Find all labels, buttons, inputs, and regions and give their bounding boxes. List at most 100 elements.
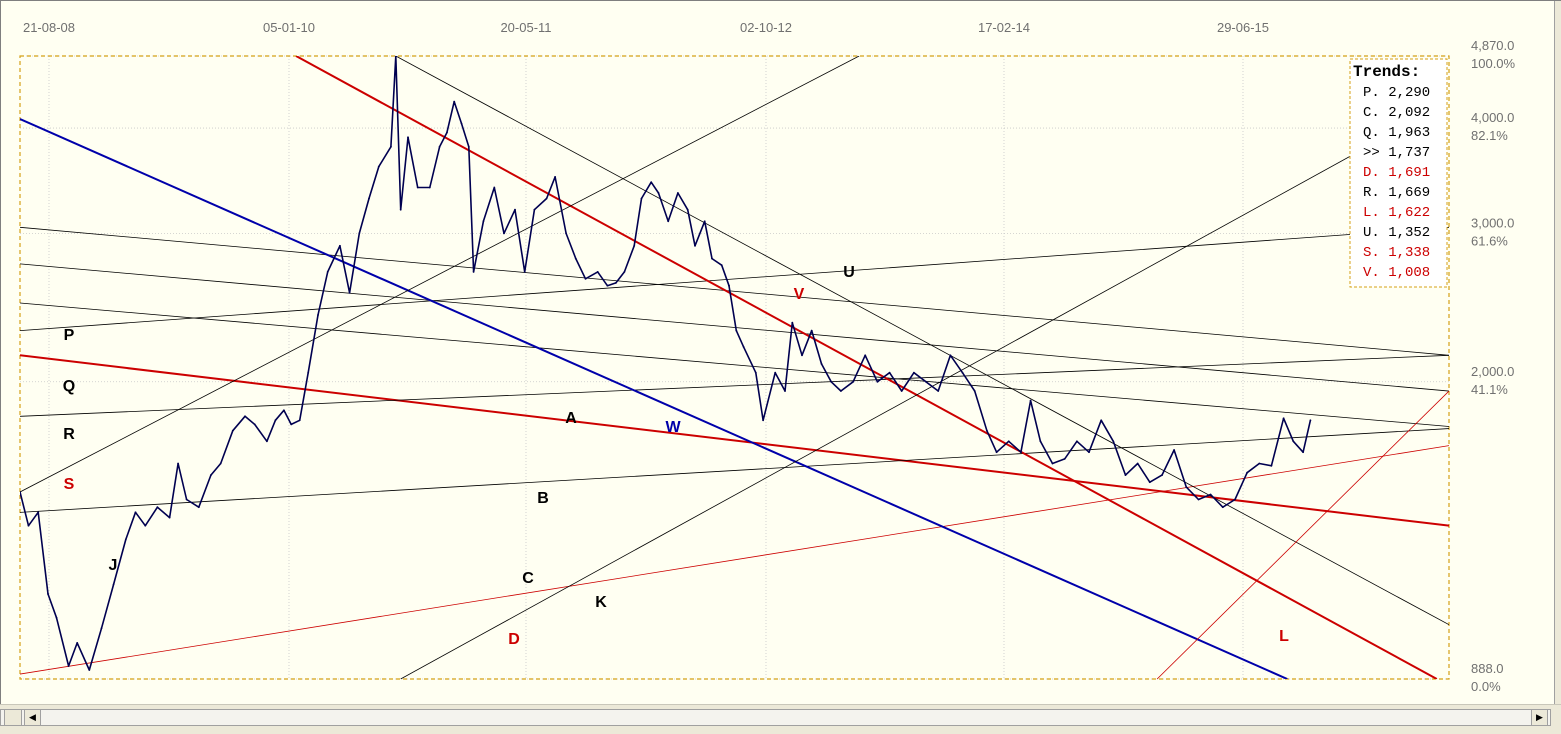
trend-line-p xyxy=(20,226,1449,356)
right-arrow-icon[interactable]: ▶ xyxy=(1531,709,1548,726)
price-point xyxy=(482,220,485,223)
price-point xyxy=(290,423,293,426)
x-axis-ticks: 21-08-08 05-01-10 20-05-11 02-10-12 17-02-14… xyxy=(23,20,1269,35)
price-point xyxy=(1209,493,1212,496)
trend-label-w: W xyxy=(665,419,681,436)
trend-line-l xyxy=(1156,390,1449,679)
scrollbar-thumb[interactable] xyxy=(4,709,22,726)
price-point xyxy=(1124,474,1127,476)
price-point xyxy=(735,329,738,332)
legend-title: Trends: xyxy=(1353,63,1420,81)
window-right-edge xyxy=(1554,1,1561,705)
legend-entry: V. 1,008 xyxy=(1363,265,1430,281)
price-point xyxy=(134,511,137,514)
price-point xyxy=(876,380,879,383)
y-tick-percent: 82.1% xyxy=(1471,128,1508,143)
grid xyxy=(20,55,1449,680)
y-tick-percent: 61.6% xyxy=(1471,233,1508,248)
price-point xyxy=(197,506,200,509)
y-tick-percent: 41.1% xyxy=(1471,382,1508,397)
trend-line-c xyxy=(20,428,1449,513)
legend-entry: U. 1,352 xyxy=(1363,225,1430,241)
scrollbar-track[interactable] xyxy=(0,709,1551,726)
price-point xyxy=(1136,462,1139,465)
legend-entry: P. 2,290 xyxy=(1363,85,1430,101)
price-point xyxy=(1100,419,1103,422)
price-point xyxy=(20,491,21,493)
price-point xyxy=(657,192,660,194)
price-point xyxy=(377,165,380,168)
price-point xyxy=(545,197,548,200)
price-point xyxy=(472,271,475,273)
price-point xyxy=(168,516,171,519)
price-point xyxy=(913,371,915,374)
price-point xyxy=(399,208,402,211)
y-tick-label: 2,000.0 xyxy=(1471,364,1514,379)
trends-legend: Trends: P. 2,290 C. 2,092 Q. 1,963 >> 1,737 D… xyxy=(1349,58,1448,288)
price-point xyxy=(1292,440,1295,443)
price-series xyxy=(20,56,1312,671)
price-point xyxy=(810,329,813,332)
price-point xyxy=(754,371,757,374)
price-point xyxy=(830,380,833,383)
horizontal-scrollbar[interactable]: ◀ ▶ xyxy=(0,704,1561,734)
price-point xyxy=(703,220,706,223)
price-point xyxy=(358,232,361,235)
trend-label-v: V xyxy=(794,286,805,303)
price-point xyxy=(1161,474,1163,476)
price-point xyxy=(852,380,854,383)
price-point xyxy=(1270,464,1273,467)
price-point xyxy=(1185,486,1188,488)
left-arrow-icon[interactable]: ◀ xyxy=(24,709,41,726)
price-point xyxy=(368,197,370,200)
price-point xyxy=(1258,462,1261,465)
price-point xyxy=(185,498,188,501)
price-point xyxy=(307,371,310,374)
x-tick-label: 20-05-11 xyxy=(500,20,551,35)
price-point xyxy=(428,186,431,189)
trend-line-q xyxy=(20,263,1449,392)
price-point xyxy=(720,264,723,267)
price-point xyxy=(112,583,115,586)
price-point xyxy=(390,145,392,148)
price-point xyxy=(1309,419,1312,422)
price-point xyxy=(1020,451,1022,454)
price-point xyxy=(231,429,234,432)
price-point xyxy=(1007,440,1010,443)
price-point xyxy=(615,282,617,284)
legend-entry: R. 1,669 xyxy=(1363,185,1430,201)
price-point xyxy=(348,291,351,294)
price-point xyxy=(493,186,496,189)
price-point xyxy=(584,277,587,280)
price-point xyxy=(503,232,505,235)
legend-box xyxy=(1349,58,1448,288)
price-point xyxy=(820,363,823,365)
trend-labels: P Q R S A B C D W V U J K L xyxy=(63,264,1289,648)
y-tick-percent: 100.0% xyxy=(1471,56,1516,71)
price-point xyxy=(156,506,159,509)
price-point xyxy=(900,390,903,392)
price-point xyxy=(55,616,58,619)
x-tick-label: 02-10-12 xyxy=(740,20,792,35)
price-point xyxy=(317,314,319,316)
price-point xyxy=(88,669,91,671)
trend-line-d xyxy=(20,445,1449,675)
x-tick-label: 05-01-10 xyxy=(263,20,315,35)
trend-line-w xyxy=(20,118,1288,679)
price-point xyxy=(667,220,670,223)
price-point xyxy=(1234,498,1236,501)
price-point xyxy=(596,271,599,273)
price-point xyxy=(460,122,463,125)
price-point xyxy=(1246,471,1248,474)
price-point xyxy=(864,354,867,357)
price-point xyxy=(326,271,329,273)
price-point xyxy=(274,419,277,422)
price-point xyxy=(1029,399,1032,402)
y-tick-label: 4,870.0 xyxy=(1471,38,1514,53)
price-point xyxy=(533,208,536,211)
price-point xyxy=(1148,481,1151,484)
price-point xyxy=(677,192,679,194)
trend-line-k xyxy=(400,141,1377,679)
price-point xyxy=(27,524,30,527)
price-point xyxy=(416,186,419,189)
